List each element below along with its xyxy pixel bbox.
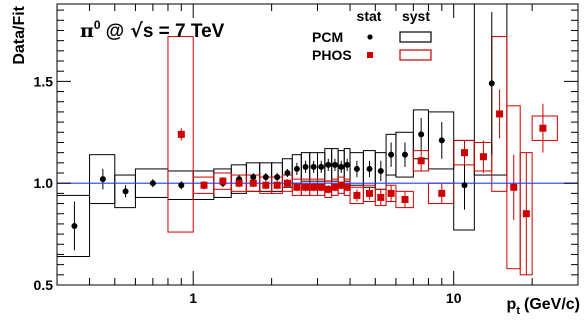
x-tick-label-0: 1: [189, 290, 197, 306]
legend-pcm-marker: [367, 34, 373, 40]
x-tick-label-1: 10: [446, 290, 462, 306]
pcm-point-24: [401, 151, 408, 158]
phos-point-27: [522, 210, 530, 218]
pcm-point-14: [310, 163, 317, 170]
pcm-point-17: [331, 161, 338, 168]
x-axis-title-subscript: t: [516, 305, 520, 317]
legend-header-syst: syst: [402, 8, 430, 24]
pcm-point-12: [293, 165, 300, 172]
y-tick-label-0: 0.5: [34, 277, 54, 293]
chart-title: π0 @ √s = 7 TeV: [80, 18, 225, 42]
phos-point-19: [387, 189, 395, 197]
pcm-point-20: [353, 165, 360, 172]
pcm-point-15: [318, 163, 325, 170]
phos-point-3: [235, 179, 243, 187]
title-particle-superscript: 0: [94, 18, 101, 32]
phos-point-22: [438, 189, 446, 197]
phos-point-23: [460, 149, 468, 157]
pcm-point-28: [488, 80, 495, 87]
pcm-point-4: [178, 182, 185, 189]
pcm-point-0: [71, 222, 78, 229]
phos-point-7: [283, 179, 291, 187]
phos-point-16: [353, 191, 361, 199]
pcm-point-13: [302, 163, 309, 170]
axis-ticks: [56, 4, 579, 286]
systematic-error-boxes: [56, 3, 558, 276]
pcm-point-23: [388, 151, 395, 158]
phos-point-14: [337, 181, 345, 189]
phos-point-6: [273, 181, 281, 189]
phos-point-24: [479, 153, 487, 161]
data-markers: [71, 80, 547, 229]
phos-point-13: [331, 183, 339, 191]
phos-point-18: [377, 193, 385, 201]
phos-point-0: [177, 130, 185, 138]
pcm-point-9: [262, 174, 269, 181]
pcm-point-26: [438, 137, 445, 144]
legend: stat syst PCM PHOS: [312, 8, 432, 63]
x-axis-title-p: p: [507, 296, 517, 313]
phos-point-26: [510, 183, 518, 191]
phos-point-28: [539, 124, 547, 132]
phos-point-10: [310, 183, 318, 191]
pcm-point-19: [344, 161, 351, 168]
pcm-point-22: [377, 167, 384, 174]
phos-point-5: [262, 181, 270, 189]
legend-label-phos: PHOS: [312, 47, 352, 63]
phos-point-20: [401, 195, 409, 203]
phos-point-21: [417, 157, 425, 165]
title-particle: π: [80, 20, 94, 42]
legend-label-pcm: PCM: [312, 29, 343, 45]
phos-point-4: [249, 179, 257, 187]
legend-header-stat: stat: [357, 8, 382, 24]
x-axis-title-unit: (GeV/c): [524, 296, 580, 313]
phos-syst-box-0: [167, 36, 194, 233]
phos-point-9: [302, 183, 310, 191]
phos-point-12: [324, 185, 332, 193]
title-energy: s = 7 TeV: [143, 21, 225, 42]
phos-syst-box-28: [531, 115, 558, 141]
title-sqrt: √: [130, 20, 143, 42]
x-axis-title: pt (GeV/c): [507, 296, 580, 317]
pcm-point-1: [99, 176, 106, 183]
phos-point-17: [365, 189, 373, 197]
phos-point-11: [317, 183, 325, 191]
pcm-point-25: [418, 131, 425, 138]
pcm-point-16: [325, 161, 332, 168]
y-tick-label-2: 1.5: [34, 73, 54, 89]
pcm-point-27: [461, 182, 468, 189]
pcm-point-8: [250, 174, 257, 181]
pcm-point-2: [122, 188, 129, 195]
legend-pcm-syst-box: [399, 31, 432, 43]
pcm-point-21: [366, 165, 373, 172]
legend-phos-syst-box: [399, 49, 432, 61]
pcm-point-10: [274, 174, 281, 181]
legend-phos-marker: [367, 52, 373, 58]
phos-point-2: [219, 177, 227, 185]
y-tick-label-1: 1.0: [34, 175, 54, 191]
phos-point-25: [496, 110, 504, 118]
axis-tick-labels: 1 10 0.5 1.0 1.5: [34, 73, 462, 306]
pcm-point-18: [338, 163, 345, 170]
phos-point-1: [200, 181, 208, 189]
title-at: @: [106, 21, 125, 42]
pcm-point-3: [149, 180, 156, 187]
phos-point-8: [293, 183, 301, 191]
pcm-point-11: [284, 170, 291, 177]
y-axis-title: Data/Fit: [11, 5, 28, 64]
phos-point-15: [343, 183, 351, 191]
